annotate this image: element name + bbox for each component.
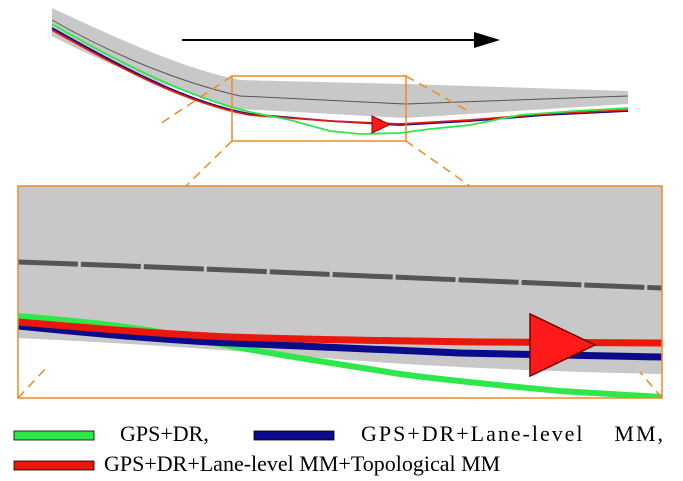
zoomed-topological-trace xyxy=(18,318,662,347)
direction-arrow-icon xyxy=(474,32,500,48)
legend-label-lane-level: GPS+DR+Lane-level MM, xyxy=(361,421,663,446)
vehicle-marker-small xyxy=(371,115,392,134)
legend-swatch-lane-level xyxy=(253,430,335,441)
overview-road-band xyxy=(52,8,628,118)
zoomed-road-band xyxy=(18,186,662,374)
legend-label-gps-dr: GPS+DR, xyxy=(120,421,209,446)
overview-centerline xyxy=(51,19,629,105)
zoom-region-box xyxy=(231,75,407,142)
overview-topological-trace xyxy=(51,29,629,125)
zoom-connector-lines xyxy=(159,75,471,187)
zoomed-panel xyxy=(18,186,662,398)
overview-panel xyxy=(51,8,629,187)
vehicle-marker-large xyxy=(529,312,597,378)
legend: GPS+DR, GPS+DR+Lane-level MM, GPS+DR+Lan… xyxy=(13,421,663,476)
zoomed-centerline xyxy=(18,259,662,291)
legend-swatch-gps-dr xyxy=(13,430,95,441)
legend-swatch-topological xyxy=(13,460,95,471)
zoomed-gps-dr-trace xyxy=(18,313,662,398)
zoomed-frame xyxy=(17,185,663,399)
legend-label-topological: GPS+DR+Lane-level MM+Topological MM xyxy=(104,451,500,476)
overview-gps-dr-trace xyxy=(51,23,629,135)
zoomed-corner-connectors xyxy=(18,365,662,398)
